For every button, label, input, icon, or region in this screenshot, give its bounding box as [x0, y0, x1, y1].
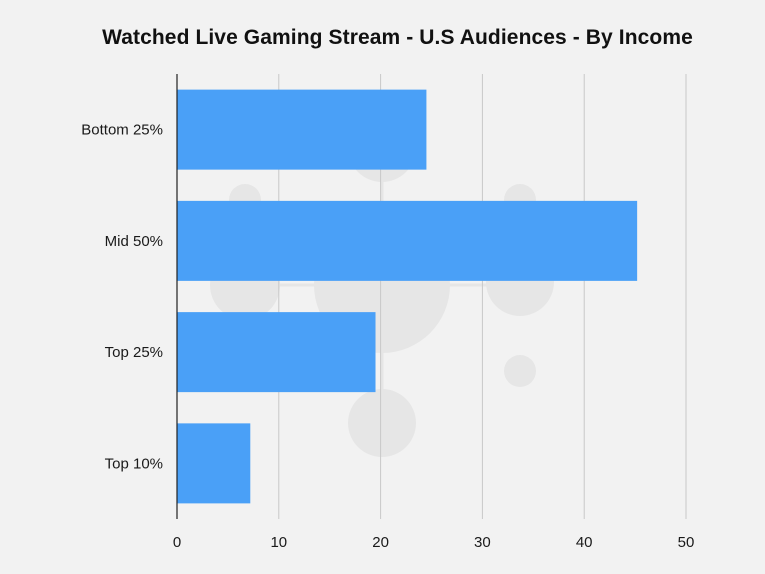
bar-3	[177, 423, 251, 504]
x-tick-label-10: 10	[270, 534, 287, 551]
x-tick-label-0: 0	[173, 534, 181, 551]
category-label-1: Mid 50%	[105, 233, 163, 250]
x-tick-label-20: 20	[372, 534, 389, 551]
watermark-circle-small-br	[504, 355, 536, 387]
category-label-0: Bottom 25%	[81, 122, 163, 139]
bar-2	[177, 312, 376, 393]
category-label-2: Top 25%	[105, 344, 163, 361]
bar-1	[177, 200, 638, 281]
x-tick-label-30: 30	[474, 534, 491, 551]
x-tick-label-50: 50	[678, 534, 695, 551]
category-label-3: Top 10%	[105, 455, 163, 472]
chart-title: Watched Live Gaming Stream - U.S Audienc…	[102, 26, 693, 49]
bar-0	[177, 89, 427, 170]
x-tick-label-40: 40	[576, 534, 593, 551]
